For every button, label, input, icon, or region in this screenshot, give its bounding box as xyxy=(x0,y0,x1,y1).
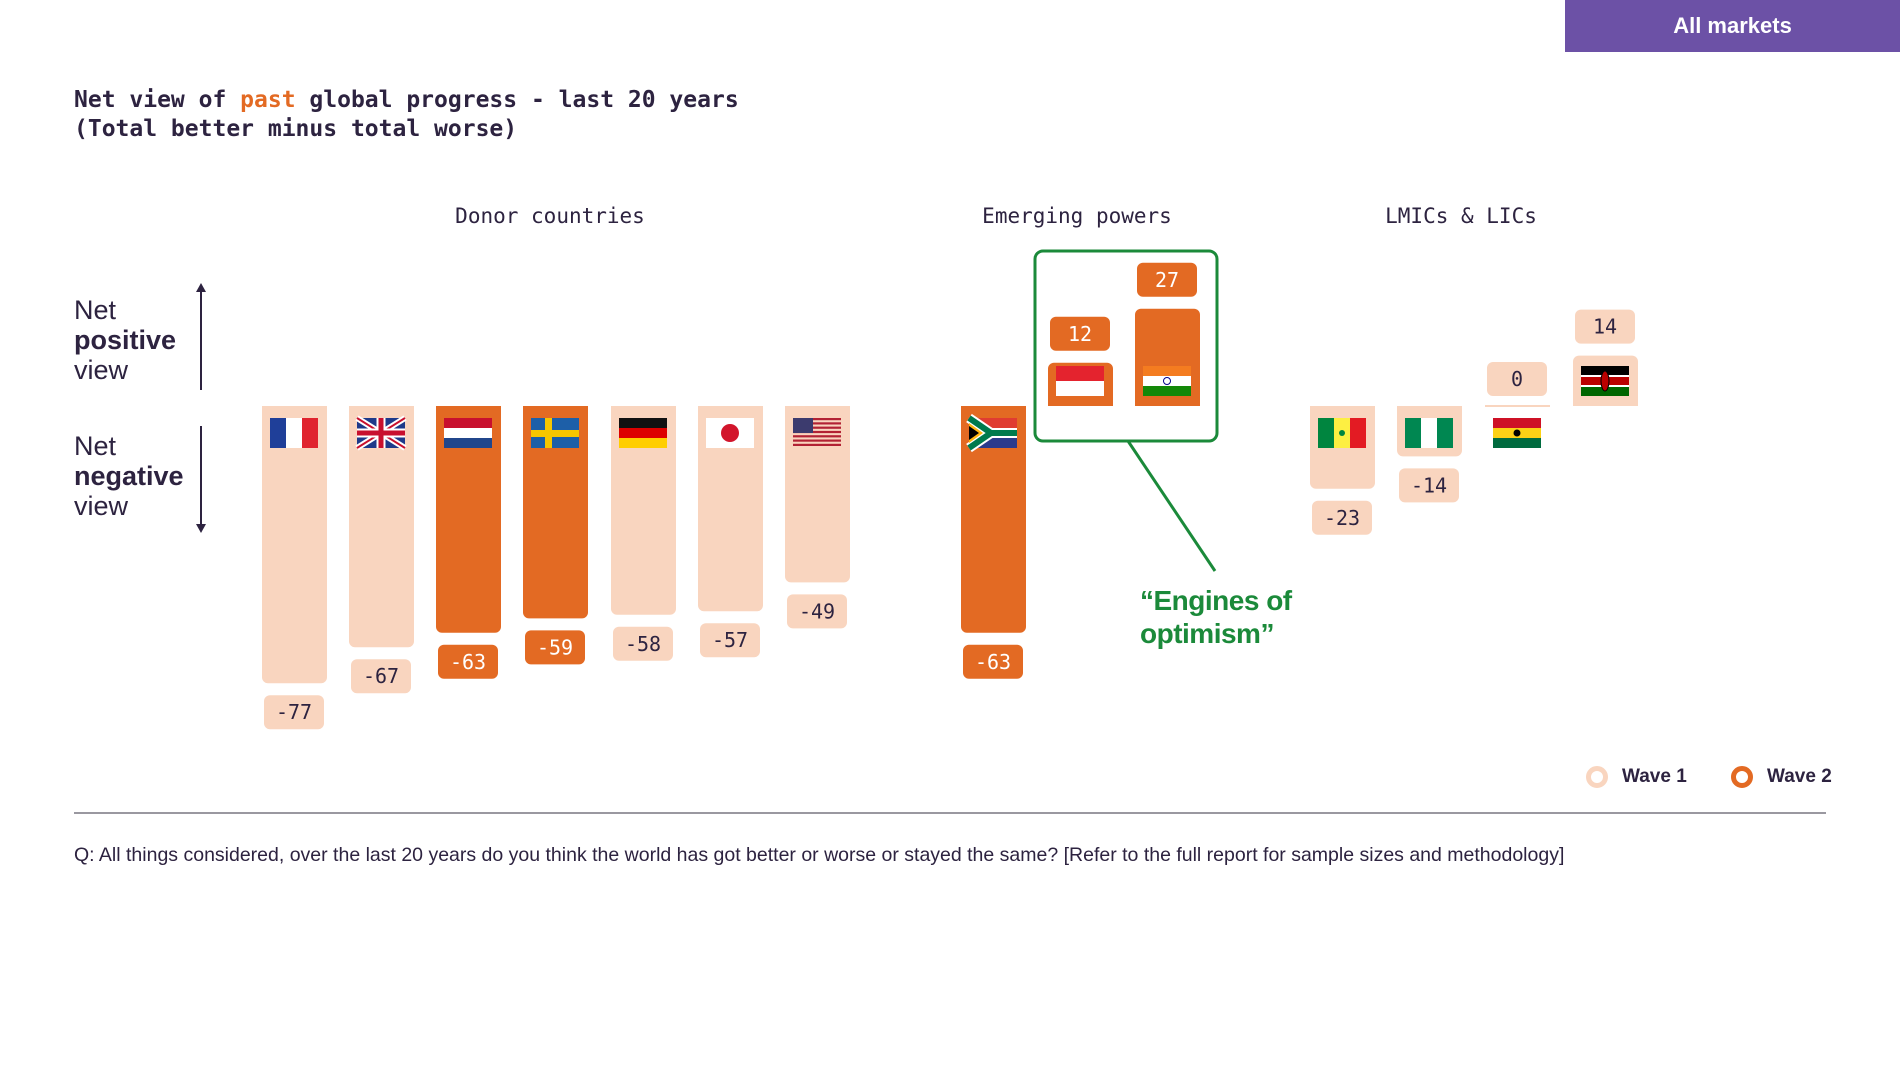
wave-2-marker-icon xyxy=(1731,766,1753,788)
bar-group-ghana: 0 xyxy=(1485,362,1550,448)
indonesia-flag-icon xyxy=(1056,366,1104,396)
axis-negative-bold: negative xyxy=(74,461,184,491)
india-flag-icon xyxy=(1143,366,1191,396)
axis-positive-bottom: view xyxy=(74,355,129,385)
data-label-united-states: -49 xyxy=(799,599,835,623)
bar-france xyxy=(262,406,327,684)
data-label-bg-ghana xyxy=(1487,362,1547,396)
data-label-bg-germany xyxy=(613,626,673,661)
bar-group-sweden: -59 xyxy=(523,406,588,665)
data-label-bg-netherlands xyxy=(438,644,498,679)
bar-group-india: 27 xyxy=(1135,262,1200,406)
callout-line-2: optimism” xyxy=(1140,618,1274,649)
callout-connector-line xyxy=(1126,440,1217,572)
data-label-south-africa: -63 xyxy=(975,650,1011,674)
axis-positive-bold: positive xyxy=(74,325,177,355)
data-label-nigeria: -14 xyxy=(1411,473,1447,497)
title-prefix: Net view of xyxy=(74,87,241,113)
data-label-united-kingdom: -67 xyxy=(363,664,399,688)
title-suffix: global progress - last 20 years xyxy=(295,87,739,113)
bar-group-senegal: -23 xyxy=(1310,406,1375,535)
bar-group-netherlands: -63 xyxy=(436,406,501,679)
axis-label-positive: Net positive view xyxy=(74,295,176,385)
bar-japan xyxy=(698,406,763,612)
bar-sweden xyxy=(523,406,588,619)
footnote: Q: All things considered, over the last … xyxy=(74,844,1565,866)
chart-subtitle: (Total better minus total worse) xyxy=(74,116,518,142)
sweden-flag-icon xyxy=(531,418,579,448)
bar-group-united-kingdom: -67 xyxy=(349,406,414,694)
chart-title: Net view of past global progress - last … xyxy=(74,86,739,144)
data-label-sweden: -59 xyxy=(537,635,573,659)
group-label-donor: Donor countries xyxy=(455,204,645,228)
bar-group-indonesia: 12 xyxy=(1048,316,1113,406)
data-label-india: 27 xyxy=(1155,268,1179,292)
data-label-netherlands: -63 xyxy=(450,650,486,674)
data-label-senegal: -23 xyxy=(1324,506,1360,530)
engines-of-optimism-callout: “Engines of optimism” xyxy=(1140,584,1292,650)
callout-line-1: “Engines of xyxy=(1140,585,1292,616)
legend-wave-2: Wave 2 xyxy=(1731,766,1832,788)
group-label-lmics: LMICs & LICs xyxy=(1385,204,1537,228)
data-label-bg-france xyxy=(264,695,324,730)
bar-group-nigeria: -14 xyxy=(1397,406,1462,503)
uk-flag-icon xyxy=(355,415,407,451)
legend-wave-2-label: Wave 2 xyxy=(1767,766,1832,787)
nigeria-flag-icon xyxy=(1405,418,1453,448)
all-markets-tab[interactable]: All markets xyxy=(1565,0,1900,52)
bar-germany xyxy=(611,406,676,615)
bar-netherlands xyxy=(436,406,501,633)
engines-of-optimism-highlight-box xyxy=(1033,249,1219,443)
data-label-bg-india xyxy=(1137,262,1197,297)
legend-wave-1-label: Wave 1 xyxy=(1622,766,1687,787)
divider xyxy=(74,812,1826,814)
data-label-bg-japan xyxy=(700,623,760,658)
senegal-flag-icon xyxy=(1318,418,1366,448)
axis-negative-bottom: view xyxy=(74,491,129,521)
data-label-bg-south-africa xyxy=(963,644,1023,679)
japan-flag-icon xyxy=(706,418,754,448)
data-label-japan: -57 xyxy=(712,628,748,652)
data-label-ghana: 0 xyxy=(1511,367,1523,391)
up-arrow-icon xyxy=(196,283,206,390)
south-africa-flag-icon xyxy=(966,413,1017,453)
wave-1-marker-icon xyxy=(1586,766,1608,788)
data-label-bg-united-states xyxy=(787,594,847,629)
down-arrow-icon xyxy=(196,426,206,533)
data-label-germany: -58 xyxy=(625,632,661,656)
bar-group-south-africa: -63 xyxy=(961,406,1026,679)
axis-positive-top: Net xyxy=(74,295,117,325)
ghana-flag-icon xyxy=(1493,418,1541,448)
kenya-flag-icon xyxy=(1581,366,1629,396)
france-flag-icon xyxy=(270,418,318,448)
netherlands-flag-icon xyxy=(444,418,492,448)
bar-group-kenya: 14 xyxy=(1573,309,1638,406)
bar-south-africa xyxy=(961,406,1026,633)
data-label-bg-nigeria xyxy=(1399,468,1459,503)
data-label-bg-senegal xyxy=(1312,500,1372,535)
usa-flag-icon xyxy=(793,418,841,446)
bar-united-states xyxy=(785,406,850,583)
data-label-bg-sweden xyxy=(525,630,585,665)
data-label-kenya: 14 xyxy=(1593,315,1617,339)
axis-label-negative: Net negative view xyxy=(74,431,184,521)
bar-group-united-states: -49 xyxy=(785,406,850,629)
germany-flag-icon xyxy=(619,418,667,448)
data-label-indonesia: 12 xyxy=(1068,322,1092,346)
legend-wave-1: Wave 1 xyxy=(1586,766,1687,788)
group-label-emerging: Emerging powers xyxy=(982,204,1172,228)
data-label-bg-united-kingdom xyxy=(351,659,411,694)
data-label-bg-kenya xyxy=(1575,309,1635,344)
bar-group-germany: -58 xyxy=(611,406,676,661)
data-label-bg-indonesia xyxy=(1050,316,1110,351)
bar-united-kingdom xyxy=(349,406,414,648)
bar-group-france: -77 xyxy=(262,406,327,730)
axis-negative-top: Net xyxy=(74,431,117,461)
bar-group-japan: -57 xyxy=(698,406,763,658)
title-highlight: past xyxy=(240,87,296,113)
data-label-france: -77 xyxy=(276,700,312,724)
